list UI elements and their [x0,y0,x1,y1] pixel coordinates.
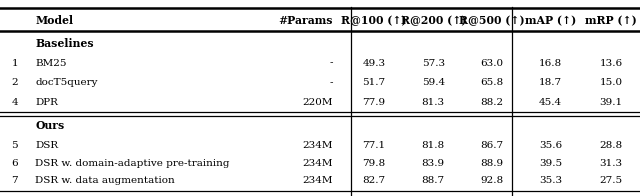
Text: Ours: Ours [35,120,65,131]
Text: 59.4: 59.4 [422,78,445,87]
Text: 51.7: 51.7 [362,78,385,87]
Text: 77.9: 77.9 [362,98,385,107]
Text: 81.3: 81.3 [422,98,445,107]
Text: 49.3: 49.3 [362,59,385,68]
Text: 79.8: 79.8 [362,159,385,168]
Text: 2: 2 [12,78,18,87]
Text: 83.9: 83.9 [422,159,445,168]
Text: 4: 4 [12,98,18,107]
Text: 18.7: 18.7 [539,78,562,87]
Text: 234M: 234M [302,159,333,168]
Text: 1: 1 [12,59,18,68]
Text: 6: 6 [12,159,18,168]
Text: 28.8: 28.8 [600,141,623,150]
Text: docT5query: docT5query [35,78,98,87]
Text: 45.4: 45.4 [539,98,562,107]
Text: -: - [330,78,333,87]
Text: 92.8: 92.8 [481,176,504,185]
Text: 39.5: 39.5 [539,159,562,168]
Text: mRP (↑): mRP (↑) [586,15,637,26]
Text: 7: 7 [12,176,18,185]
Text: DPR: DPR [35,98,58,107]
Text: 35.6: 35.6 [539,141,562,150]
Text: 5: 5 [12,141,18,150]
Text: R@500 (↑): R@500 (↑) [460,15,525,26]
Text: 234M: 234M [302,141,333,150]
Text: DSR w. data augmentation: DSR w. data augmentation [35,176,175,185]
Text: 13.6: 13.6 [600,59,623,68]
Text: 77.1: 77.1 [362,141,385,150]
Text: DSR w. domain-adaptive pre-training: DSR w. domain-adaptive pre-training [35,159,230,168]
Text: R@100 (↑): R@100 (↑) [341,15,406,26]
Text: BM25: BM25 [35,59,67,68]
Text: 31.3: 31.3 [600,159,623,168]
Text: 88.9: 88.9 [481,159,504,168]
Text: R@200 (↑): R@200 (↑) [401,15,466,26]
Text: 81.8: 81.8 [422,141,445,150]
Text: 15.0: 15.0 [600,78,623,87]
Text: 220M: 220M [302,98,333,107]
Text: 82.7: 82.7 [362,176,385,185]
Text: 65.8: 65.8 [481,78,504,87]
Text: 63.0: 63.0 [481,59,504,68]
Text: 35.3: 35.3 [539,176,562,185]
Text: mAP (↑): mAP (↑) [525,15,576,26]
Text: Baselines: Baselines [35,38,94,49]
Text: 39.1: 39.1 [600,98,623,107]
Text: -: - [330,59,333,68]
Text: 27.5: 27.5 [600,176,623,185]
Text: 16.8: 16.8 [539,59,562,68]
Text: 86.7: 86.7 [481,141,504,150]
Text: DSR: DSR [35,141,58,150]
Text: 57.3: 57.3 [422,59,445,68]
Text: 88.2: 88.2 [481,98,504,107]
Text: 88.7: 88.7 [422,176,445,185]
Text: #Params: #Params [278,15,333,26]
Text: Model: Model [35,15,74,26]
Text: 234M: 234M [302,176,333,185]
